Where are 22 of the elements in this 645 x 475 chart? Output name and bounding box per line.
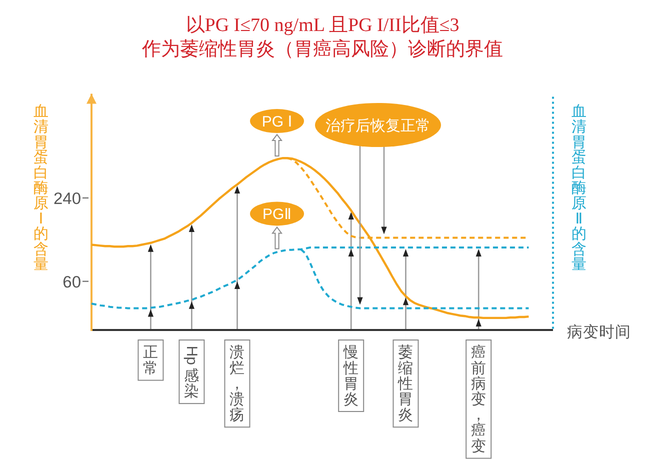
- subtitle: 作为萎缩性胃炎（胃癌高风险）诊断的界值: [142, 39, 503, 60]
- series-name: PG Ⅰ: [262, 114, 292, 131]
- title: 以PG I≤70 ng/mL 且PG I/II比值≤3: [186, 15, 460, 36]
- x-tick-label: Hp感染: [183, 346, 200, 400]
- xlabel: 病变时间: [567, 324, 631, 341]
- category-label: 萎缩性胃炎: [392, 340, 419, 428]
- category-label: 正常: [138, 340, 164, 381]
- category-label: 慢性胃炎: [338, 340, 364, 412]
- x-tick-label: 癌前病变，癌变: [471, 344, 486, 455]
- x-tick-label: 正常: [143, 344, 158, 377]
- annotation: 治疗后恢复正常: [326, 118, 430, 134]
- category-label: 癌前病变，癌变: [466, 340, 492, 459]
- x-tick-label: 慢性胃炎: [342, 344, 359, 408]
- series-name: PGⅡ: [262, 206, 292, 224]
- category-label: 溃烂，溃疡: [224, 340, 250, 428]
- y2label: 血清胃蛋白酶原Ⅱ的含量: [572, 103, 586, 274]
- ylabel: 血清胃蛋白酶原Ⅰ的含量: [34, 103, 48, 274]
- y-tick-label: 60: [62, 273, 81, 292]
- x-tick-label: 溃烂，溃疡: [230, 344, 245, 424]
- y-tick-label: 240: [53, 190, 81, 208]
- x-tick-label: 萎缩性胃炎: [397, 344, 414, 424]
- category-label: Hp感染: [178, 340, 205, 404]
